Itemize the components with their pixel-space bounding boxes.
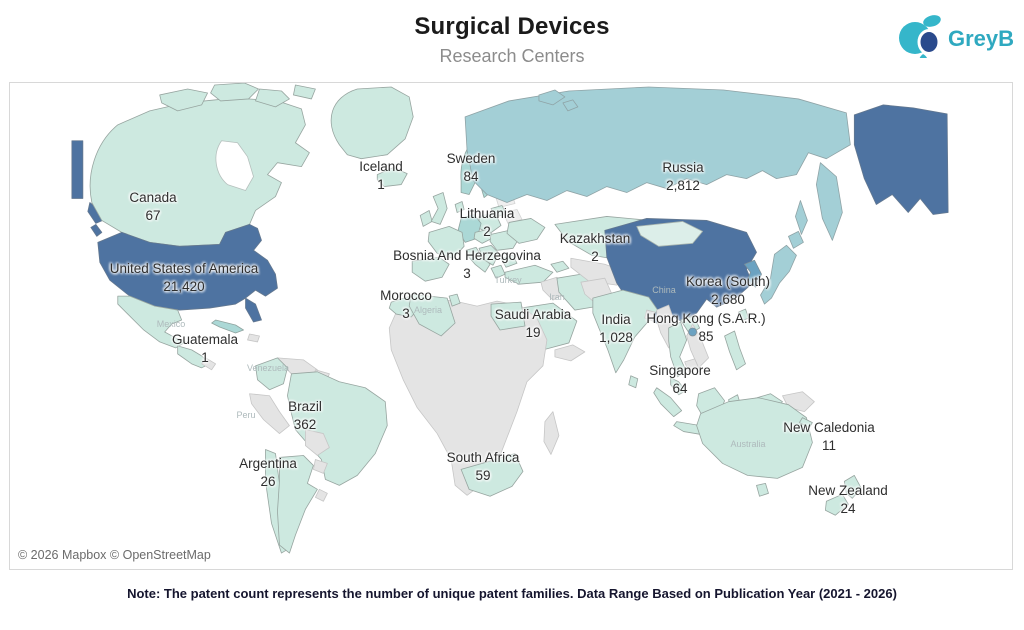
country-denmark[interactable]: [454, 201, 465, 213]
country-belarus: [502, 209, 523, 224]
country-japan-hokkaido[interactable]: [788, 230, 804, 249]
country-france[interactable]: [427, 226, 465, 259]
russia-svalbard[interactable]: [538, 89, 579, 112]
country-new-caledonia[interactable]: [799, 417, 813, 428]
country-central-asia: [570, 257, 628, 286]
country-greece[interactable]: [490, 264, 506, 279]
greyb-logo: GreyB: [899, 15, 1014, 58]
country-uruguay: [314, 488, 328, 502]
country-argentina[interactable]: [277, 455, 318, 554]
country-south-korea[interactable]: [744, 259, 762, 288]
map-attribution[interactable]: © 2026 Mapbox © OpenStreetMap: [13, 546, 221, 565]
country-india[interactable]: [592, 289, 659, 374]
country-algeria[interactable]: [408, 293, 456, 337]
country-mongolia[interactable]: [636, 221, 704, 247]
country-russia[interactable]: [464, 86, 851, 203]
country-nicaragua: [201, 357, 216, 371]
russia-kamchatka[interactable]: [815, 162, 843, 241]
africa-no-data: [388, 297, 548, 496]
country-madagascar: [543, 411, 560, 455]
country-tunisia[interactable]: [448, 293, 461, 307]
country-czech-austria[interactable]: [473, 228, 495, 244]
hudson-bay: [215, 140, 254, 191]
country-ireland[interactable]: [419, 210, 433, 227]
country-malaysia[interactable]: [670, 377, 687, 396]
region-hong-kong[interactable]: [688, 327, 698, 337]
country-iceland[interactable]: [376, 167, 408, 187]
country-philippines[interactable]: [724, 330, 746, 371]
world-map[interactable]: [10, 83, 1012, 569]
russia-sakhalin[interactable]: [795, 200, 808, 235]
country-alaska-west-strip[interactable]: [71, 140, 84, 199]
country-greenland[interactable]: [330, 86, 414, 160]
country-cuba[interactable]: [211, 319, 244, 334]
country-bolivia: [305, 429, 330, 456]
footer-note: Note: The patent count represents the nu…: [127, 586, 897, 601]
country-bangladesh: [644, 309, 656, 322]
country-yemen-oman: [554, 344, 586, 362]
country-tasmania[interactable]: [756, 482, 769, 497]
country-egypt[interactable]: [490, 301, 526, 331]
country-taiwan[interactable]: [738, 308, 749, 322]
country-usa-florida[interactable]: [245, 297, 262, 323]
logo-mark-leaf: [923, 15, 941, 27]
country-new-zealand-north[interactable]: [843, 474, 862, 499]
country-bosnia[interactable]: [478, 244, 500, 266]
country-sumatra[interactable]: [653, 387, 683, 418]
country-sri-lanka[interactable]: [628, 375, 639, 389]
country-caucasus[interactable]: [550, 260, 570, 273]
country-mexico[interactable]: [117, 295, 187, 349]
country-bulgaria[interactable]: [500, 254, 518, 268]
map-panel[interactable]: Mexico Venezuela Peru Algeria Turkey Iran Chin…: [9, 82, 1013, 570]
country-iberia[interactable]: [411, 256, 450, 282]
page-title: Surgical Devices: [414, 13, 610, 40]
country-south-africa[interactable]: [460, 453, 524, 497]
logo-text: GreyB: [948, 26, 1014, 51]
country-canada[interactable]: [89, 97, 310, 247]
country-brazil[interactable]: [287, 371, 388, 486]
canadian-arctic-islands[interactable]: [159, 83, 316, 112]
country-ukraine[interactable]: [506, 218, 546, 244]
country-australia[interactable]: [696, 397, 813, 479]
logo-mark-bean: [917, 29, 941, 55]
country-uk[interactable]: [430, 192, 448, 225]
country-italy[interactable]: [465, 246, 491, 273]
country-colombia[interactable]: [255, 357, 288, 391]
logo-mark-tail: [919, 54, 927, 58]
country-cambodia: [684, 358, 700, 373]
country-new-zealand-south[interactable]: [824, 493, 849, 516]
page-subtitle: Research Centers: [439, 46, 585, 66]
country-paraguay: [312, 459, 328, 474]
country-peru: [249, 393, 290, 434]
country-hispaniola: [247, 333, 260, 343]
country-japan[interactable]: [760, 244, 797, 305]
country-thailand[interactable]: [668, 321, 688, 378]
country-alaska[interactable]: [853, 104, 949, 215]
